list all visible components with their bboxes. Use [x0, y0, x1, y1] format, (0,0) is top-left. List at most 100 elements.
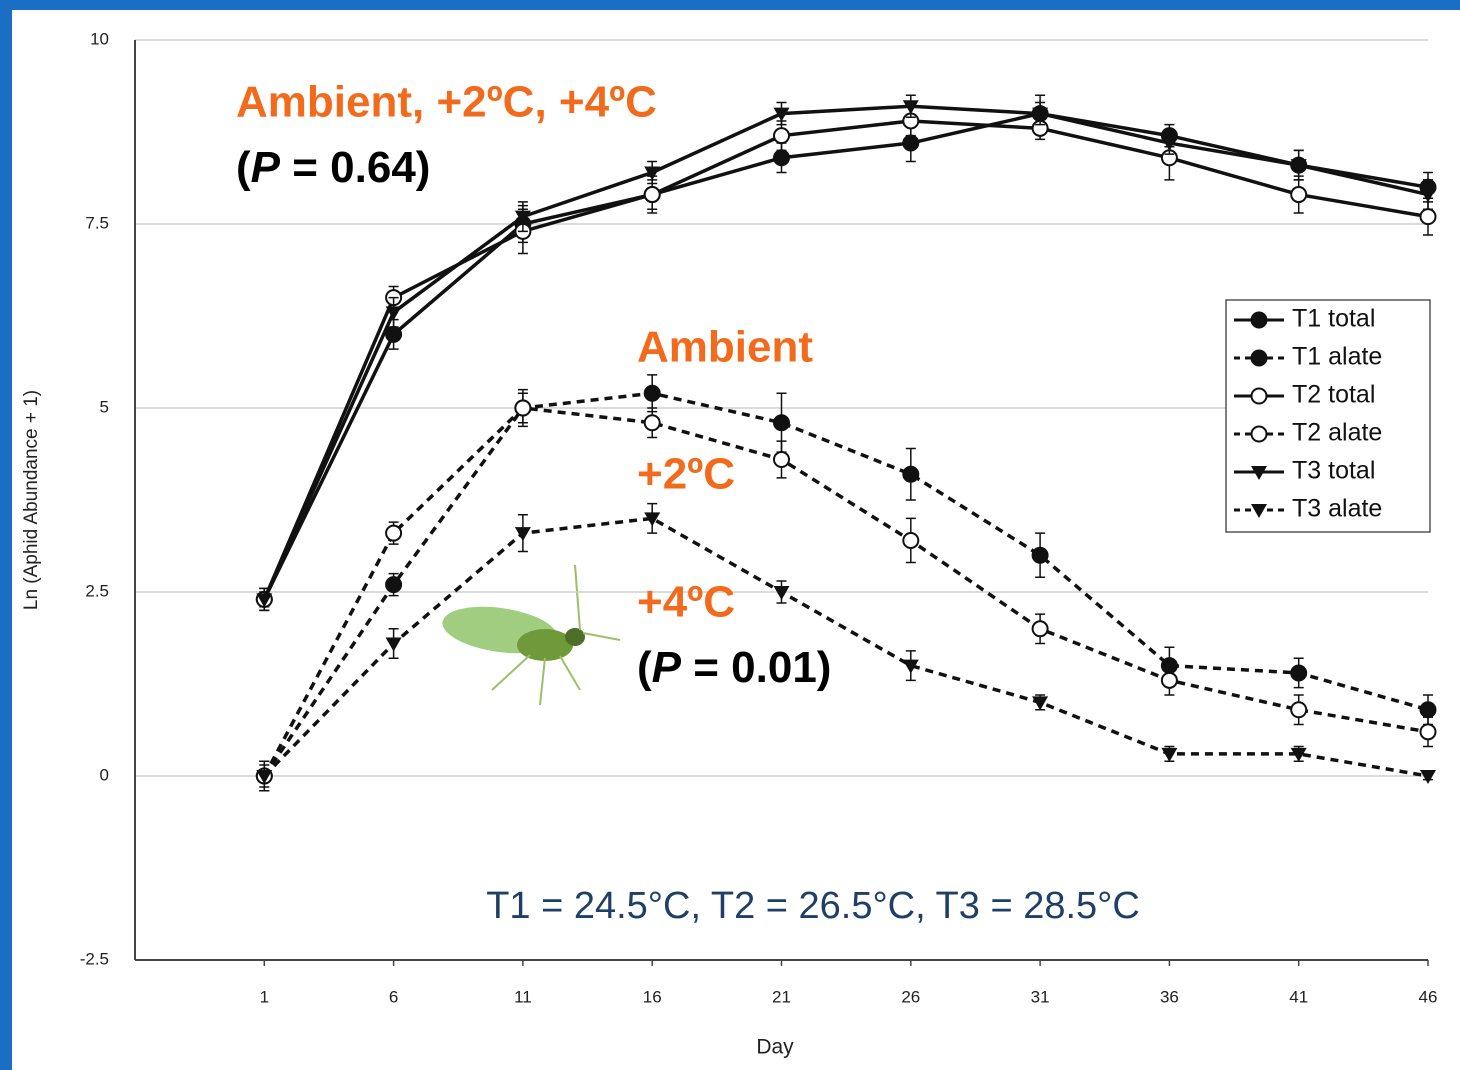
- marker: [1290, 186, 1308, 204]
- legend-label: T1 alate: [1292, 343, 1382, 371]
- y-tick-label: 0: [100, 765, 109, 784]
- marker: [1419, 723, 1437, 741]
- marker: [1251, 504, 1267, 518]
- marker: [1419, 208, 1437, 226]
- p-value: (P = 0.64): [236, 143, 430, 192]
- marker: [643, 186, 661, 204]
- x-tick-label: 11: [514, 987, 532, 1006]
- marker: [773, 149, 790, 167]
- marker: [1031, 546, 1049, 564]
- series-line: [262, 391, 1429, 777]
- marker: [902, 134, 920, 152]
- marker: [1250, 311, 1268, 329]
- frame-left: [0, 0, 12, 1070]
- x-axis-title: Day: [756, 1036, 794, 1059]
- legend-label: T3 alate: [1292, 495, 1382, 523]
- y-tick-label: 2.5: [85, 581, 109, 600]
- marker: [385, 306, 402, 321]
- annotation: Ambient, +2ºC, +4ºC: [236, 78, 657, 127]
- marker: [1250, 425, 1268, 443]
- p-value-part: P: [251, 143, 281, 192]
- marker: [256, 593, 273, 608]
- annotation: +2ºC: [637, 450, 735, 499]
- p-value-part: = 0.64): [280, 143, 430, 192]
- marker: [385, 637, 402, 652]
- marker: [1290, 701, 1308, 719]
- marker: [1161, 747, 1178, 762]
- legend-label: T2 total: [1292, 381, 1375, 409]
- y-tick-label: 5: [100, 397, 109, 416]
- marker: [1420, 188, 1436, 203]
- marker: [643, 384, 661, 402]
- marker: [1290, 664, 1308, 682]
- marker: [1290, 159, 1307, 174]
- legend-label: T1 total: [1292, 305, 1375, 333]
- y-tick-label: 10: [90, 29, 109, 48]
- marker: [773, 451, 790, 469]
- series-line: [262, 111, 1429, 601]
- marker: [1419, 701, 1437, 719]
- p-value-part: P: [652, 643, 682, 692]
- x-tick-label: 46: [1419, 987, 1438, 1006]
- marker: [902, 100, 919, 115]
- marker: [644, 166, 661, 181]
- series-line: [262, 104, 1429, 601]
- footnote: T1 = 24.5°C, T2 = 26.5°C, T3 = 28.5°C: [486, 885, 1140, 927]
- marker: [773, 127, 790, 145]
- marker: [902, 531, 920, 549]
- x-tick-label: 26: [901, 987, 920, 1006]
- marker: [902, 465, 920, 483]
- marker: [1250, 349, 1268, 367]
- series: [255, 374, 1437, 792]
- p-value-part: (: [637, 643, 652, 692]
- frame-top: [0, 0, 1460, 10]
- marker: [643, 414, 661, 432]
- y-tick-label: 7.5: [85, 213, 109, 232]
- marker: [514, 399, 532, 417]
- y-axis-title: Ln (Aphid Abundance + 1): [21, 390, 42, 610]
- annotation: +4ºC: [637, 578, 735, 627]
- p-value: (P = 0.01): [637, 643, 831, 692]
- marker: [1032, 107, 1049, 122]
- p-value-part: (: [236, 143, 251, 192]
- x-tick-label: 31: [1031, 987, 1050, 1006]
- legend-box: [1225, 299, 1431, 533]
- marker: [256, 770, 273, 784]
- marker: [1032, 696, 1049, 711]
- marker: [1251, 466, 1267, 480]
- marker: [385, 576, 403, 594]
- marker: [514, 527, 531, 542]
- x-tick-label: 1: [260, 987, 269, 1006]
- legend: T1 total T1 alate T2 total T2 alate T3 total…: [1225, 299, 1431, 533]
- marker: [1161, 137, 1178, 152]
- series: [256, 94, 1436, 608]
- legend-label: T3 total: [1292, 457, 1375, 485]
- y-tick-label: -2.5: [80, 949, 109, 968]
- series-line: [263, 516, 1429, 778]
- marker: [773, 414, 790, 432]
- series: [256, 502, 1436, 788]
- series-line: [262, 406, 1429, 777]
- marker: [1290, 747, 1307, 762]
- marker: [902, 659, 919, 674]
- marker: [385, 524, 403, 542]
- marker: [385, 325, 403, 343]
- marker: [1250, 387, 1268, 405]
- marker: [1420, 770, 1436, 784]
- marker: [514, 210, 531, 225]
- marker: [644, 512, 661, 527]
- x-tick-label: 21: [772, 987, 791, 1006]
- x-tick-label: 16: [643, 987, 662, 1006]
- x-tick-label: 36: [1160, 987, 1179, 1006]
- x-tick-label: 41: [1289, 987, 1308, 1006]
- marker: [773, 586, 790, 600]
- marker: [773, 107, 790, 122]
- legend-label: T2 alate: [1292, 419, 1382, 447]
- x-tick-label: 6: [389, 987, 398, 1006]
- marker: [1031, 620, 1049, 638]
- p-value-part: = 0.01): [681, 643, 831, 692]
- marker: [1160, 671, 1178, 689]
